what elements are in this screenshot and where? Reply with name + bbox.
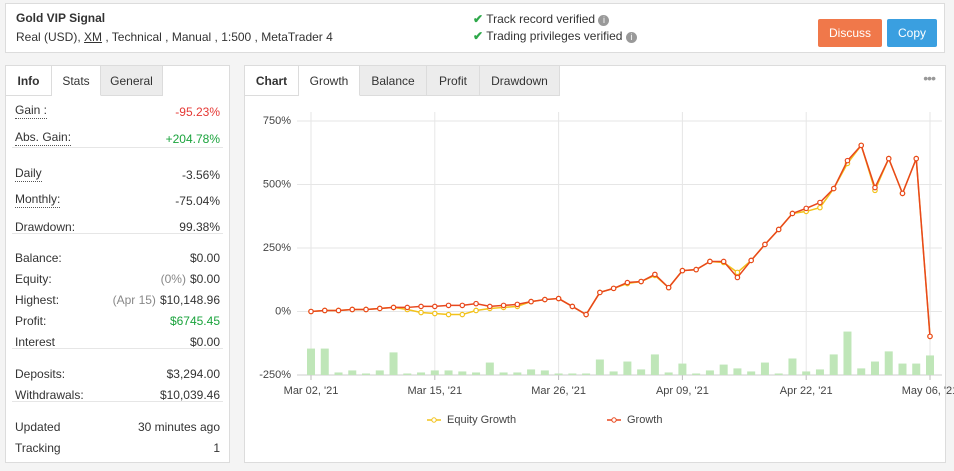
stat-label: Updated: [15, 420, 61, 434]
subtitle-part: Real (USD),: [16, 30, 85, 44]
stat-number: 1: [213, 441, 220, 455]
stat-row: Balance: $0.00: [15, 248, 220, 268]
stat-label: Tracking: [15, 441, 61, 455]
stat-number: +204.78%: [165, 132, 220, 146]
stat-row: Tracking 1: [15, 438, 220, 458]
stat-value: $6745.45: [170, 311, 220, 331]
stat-label: Monthly:: [15, 192, 61, 208]
info-icon[interactable]: i: [625, 32, 637, 43]
stat-row: Updated 30 minutes ago: [15, 417, 220, 437]
stats-panel: Info Stats General Gain : -95.23% Abs. Gain: +…: [5, 65, 230, 463]
tab[interactable]: General: [101, 66, 163, 96]
tab: Chart: [245, 66, 299, 96]
badge: ✔ Track record verified i: [473, 12, 610, 26]
stat-row: Abs. Gain: +204.78%: [15, 129, 220, 149]
stat-value: -95.23%: [175, 102, 220, 122]
stat-number: $6745.45: [169, 314, 220, 328]
stat-row: Withdrawals: $10,039.46: [15, 385, 220, 405]
stat-note: (Apr 15): [112, 293, 156, 307]
badge: ✔ Trading privileges verified i: [473, 29, 637, 43]
header-panel: Gold VIP Signal Real (USD), XM , Technic…: [5, 3, 945, 53]
stat-label: Interest: [15, 335, 56, 349]
stat-number: $10,148.96: [159, 293, 220, 307]
stat-number: 30 minutes ago: [137, 420, 220, 434]
stat-value: (0%) $0.00: [161, 269, 220, 289]
tab[interactable]: Stats: [52, 66, 101, 96]
stat-label: Balance:: [15, 251, 62, 265]
separator: [12, 401, 223, 402]
check-icon: ✔: [473, 12, 484, 26]
stat-note: (0%): [160, 272, 186, 286]
menu-icon[interactable]: •••: [923, 70, 936, 86]
separator: [12, 147, 223, 148]
stat-row: Monthly: -75.04%: [15, 191, 220, 211]
stat-value: $0.00: [190, 248, 220, 268]
stat-label: Abs. Gain:: [15, 130, 72, 146]
stat-value: $10,039.46: [160, 385, 220, 405]
stat-label: Profit:: [15, 314, 47, 328]
stat-value: $3,294.00: [167, 364, 220, 384]
stat-value: $0.00: [190, 332, 220, 352]
stat-row: Deposits: $3,294.00: [15, 364, 220, 384]
tab[interactable]: Growth: [299, 66, 360, 96]
check-icon: ✔: [473, 29, 484, 43]
stat-value: 1: [213, 438, 220, 458]
subtitle: Real (USD), XM , Technical , Manual , 1:…: [16, 30, 333, 44]
stat-row: Drawdown: 99.38%: [15, 217, 220, 237]
stat-number: $0.00: [189, 272, 220, 286]
tab: Info: [6, 66, 52, 96]
subtitle-part: , Technical , Manual , 1:500 , MetaTrade…: [102, 30, 333, 44]
chart-panel: ••• Chart Growth Balance Profit Drawdown: [244, 65, 946, 463]
stat-row: Interest $0.00: [15, 332, 220, 352]
badge-text: Track record verified: [486, 12, 596, 26]
tab[interactable]: Balance: [360, 66, 427, 96]
stat-number: $0.00: [189, 251, 220, 265]
discuss-button[interactable]: Discuss: [818, 19, 882, 47]
badge-text: Trading privileges verified: [486, 29, 623, 43]
stat-row: Gain : -95.23%: [15, 102, 220, 122]
stat-label: Deposits:: [15, 367, 66, 381]
stat-number: -75.04%: [175, 194, 220, 208]
stat-value: (Apr 15) $10,148.96: [113, 290, 220, 310]
stat-number: -3.56%: [181, 168, 220, 182]
stat-value: -75.04%: [175, 191, 220, 211]
stat-number: $3,294.00: [166, 367, 220, 381]
separator: [12, 348, 223, 349]
info-icon[interactable]: i: [598, 15, 610, 26]
stat-row: Equity: (0%) $0.00: [15, 269, 220, 289]
tab[interactable]: Profit: [427, 66, 480, 96]
copy-button[interactable]: Copy: [887, 19, 937, 47]
stat-label: Withdrawals:: [15, 388, 84, 402]
stat-row: Daily -3.56%: [15, 165, 220, 185]
stat-label: Highest:: [15, 293, 60, 307]
broker-link[interactable]: XM: [84, 30, 103, 44]
stat-row: Profit: $6745.45: [15, 311, 220, 331]
stat-number: -95.23%: [175, 105, 220, 119]
stat-number: $10,039.46: [159, 388, 220, 402]
stat-number: 99.38%: [179, 220, 220, 234]
stat-label: Gain :: [15, 103, 48, 119]
stat-label: Equity:: [15, 272, 52, 286]
stat-value: 30 minutes ago: [138, 417, 220, 437]
stat-label: Daily: [15, 166, 42, 182]
title: Gold VIP Signal: [16, 11, 106, 25]
stat-value: 99.38%: [179, 217, 220, 237]
stat-value: +204.78%: [166, 129, 220, 149]
stat-number: $0.00: [189, 335, 220, 349]
stat-row: Highest: (Apr 15) $10,148.96: [15, 290, 220, 310]
separator: [12, 233, 223, 234]
stat-label: Drawdown:: [15, 220, 76, 234]
tab[interactable]: Drawdown: [480, 66, 560, 96]
stat-value: -3.56%: [182, 165, 220, 185]
